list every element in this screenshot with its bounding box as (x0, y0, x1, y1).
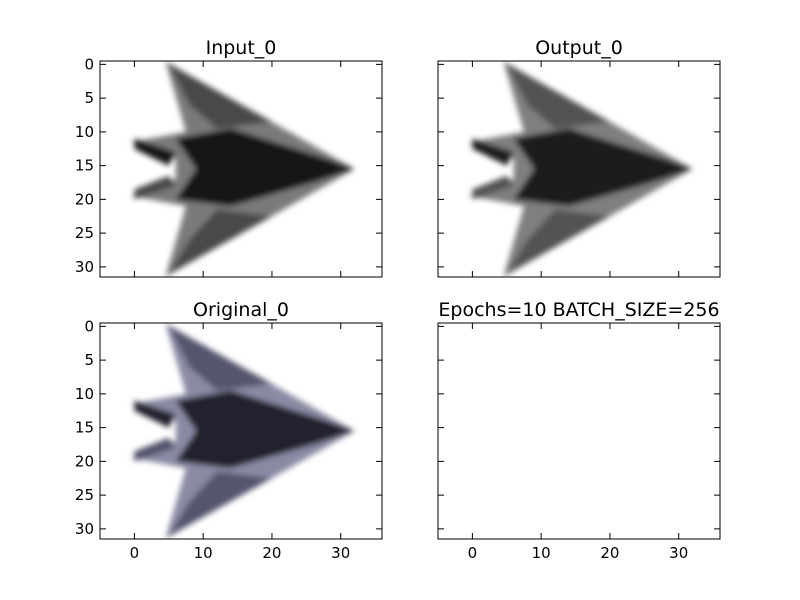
y-tick-label: 20 (75, 190, 94, 208)
y-tick-label: 30 (75, 520, 94, 538)
subplot-4: Epochs=10 BATCH_SIZE=256 0 10 20 30 (437, 299, 721, 562)
subplot-3: Original_0 0 10 20 30 0 5 10 15 20 25 30 (75, 299, 383, 562)
axes-frame (437, 322, 721, 540)
y-tick-label: 10 (75, 123, 94, 141)
x-tick-label: 0 (468, 544, 478, 562)
subplot-title: Output_0 (535, 37, 623, 59)
x-tick-label: 20 (600, 544, 619, 562)
y-tick-label: 5 (84, 89, 94, 107)
x-tick-label: 20 (262, 544, 281, 562)
aircraft-image (130, 61, 355, 277)
x-tick-label: 30 (331, 544, 350, 562)
subplot-2: Output_0 (437, 37, 721, 278)
y-tick-label: 10 (75, 385, 94, 403)
y-tick-label: 20 (75, 452, 94, 470)
x-tick-label: 30 (669, 544, 688, 562)
subplot-title: Epochs=10 BATCH_SIZE=256 (438, 299, 719, 321)
aircraft-image (468, 61, 693, 277)
axes-frame (437, 60, 721, 278)
subplot-1: Input_0 0 5 10 15 20 25 30 (75, 37, 383, 278)
axes-frame (99, 322, 383, 540)
y-tick-label: 5 (84, 351, 94, 369)
y-tick-label: 25 (75, 224, 94, 242)
y-tick-label: 30 (75, 258, 94, 276)
y-tick-label: 0 (84, 55, 94, 73)
subplot-title: Original_0 (193, 299, 289, 321)
axes-frame (99, 60, 383, 278)
x-tick-label: 10 (532, 544, 551, 562)
y-tick-label: 15 (75, 419, 94, 437)
x-tick-label: 0 (130, 544, 140, 562)
aircraft-image (130, 323, 355, 539)
y-tick-label: 25 (75, 486, 94, 504)
x-tick-label: 10 (194, 544, 213, 562)
y-tick-label: 0 (84, 317, 94, 335)
y-tick-label: 15 (75, 157, 94, 175)
subplot-title: Input_0 (206, 37, 277, 59)
